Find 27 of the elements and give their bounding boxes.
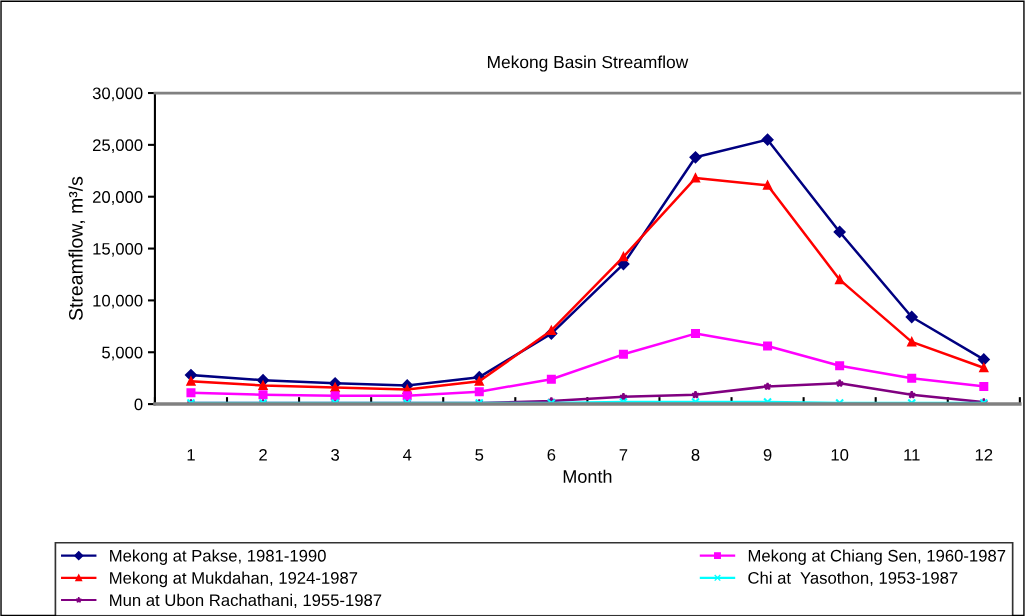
y-tick-label: 10,000 bbox=[93, 294, 143, 309]
legend-label: Mekong at Mukdahan, 1924-1987 bbox=[110, 571, 358, 588]
chart-title: Mekong Basin Streamflow bbox=[487, 55, 689, 72]
y-tick-label: 15,000 bbox=[93, 242, 143, 257]
x-tick-label: 2 bbox=[259, 448, 267, 461]
x-tick-label: 1 bbox=[187, 449, 195, 461]
x-tick-label: 6 bbox=[547, 448, 556, 461]
x-tick-label: 3 bbox=[331, 448, 340, 461]
legend-label: Chi at Yasothon, 1953-1987 bbox=[748, 571, 958, 586]
x-tick-label: 4 bbox=[402, 449, 412, 461]
x-tick-label: 12 bbox=[975, 448, 993, 461]
x-tick-label: 7 bbox=[619, 449, 628, 461]
y-tick-label: 25,000 bbox=[92, 139, 143, 154]
legend-label: Mekong at Pakse, 1981-1990 bbox=[110, 549, 326, 565]
legend-label: Mekong at Chiang Sen, 1960-1987 bbox=[748, 549, 1006, 565]
y-tick-label: 30,000 bbox=[92, 87, 143, 102]
x-tick-label: 8 bbox=[691, 448, 700, 461]
y-tick-label: 0 bbox=[134, 398, 143, 411]
y-tick-label: 5,000 bbox=[102, 346, 143, 361]
x-tick-label: 10 bbox=[831, 448, 849, 461]
x-axis-title: Month bbox=[563, 469, 612, 483]
x-tick-label: 5 bbox=[475, 449, 484, 461]
x-tick-label: 9 bbox=[763, 448, 772, 461]
y-axis-title: Streamflow, m³/s bbox=[68, 176, 86, 321]
x-tick-label: 11 bbox=[904, 449, 920, 461]
y-tick-label: 20,000 bbox=[92, 191, 143, 205]
legend-label: Mun at Ubon Rachathani, 1955-1987 bbox=[110, 593, 382, 609]
